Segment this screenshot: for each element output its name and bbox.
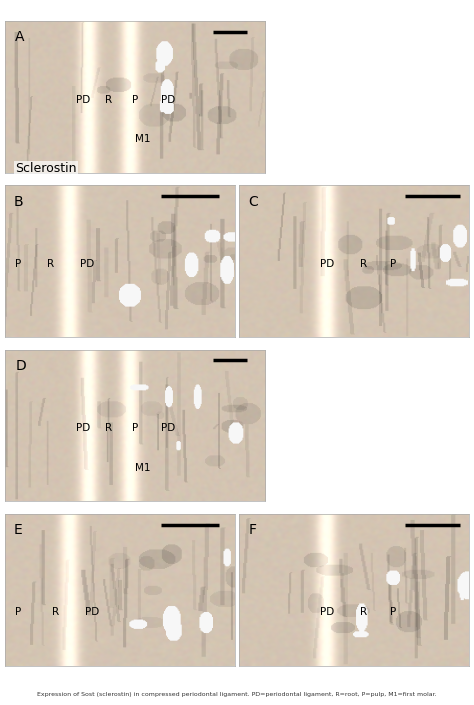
Text: R: R: [52, 608, 59, 618]
Text: R: R: [360, 259, 367, 269]
Text: PD: PD: [76, 424, 90, 434]
Text: A: A: [15, 30, 25, 44]
Text: P: P: [132, 424, 138, 434]
Text: R: R: [47, 259, 55, 269]
Text: D: D: [15, 359, 26, 373]
Text: M1: M1: [135, 463, 150, 473]
Text: PD: PD: [76, 95, 90, 105]
Text: P: P: [16, 259, 22, 269]
Text: F: F: [248, 523, 256, 537]
Text: C: C: [248, 195, 258, 209]
Text: R: R: [105, 424, 112, 434]
Text: PD: PD: [319, 259, 334, 269]
Text: PD: PD: [85, 608, 99, 618]
Text: Sclerostin: Sclerostin: [15, 162, 77, 175]
Text: PD: PD: [162, 95, 176, 105]
Text: M1: M1: [135, 135, 150, 145]
Text: R: R: [105, 95, 112, 105]
Text: E: E: [14, 523, 23, 537]
Text: PD: PD: [81, 259, 95, 269]
Text: PD: PD: [162, 424, 176, 434]
Text: P: P: [132, 95, 138, 105]
Text: P: P: [16, 608, 22, 618]
Text: R: R: [360, 608, 367, 618]
Text: B: B: [14, 195, 24, 209]
Text: P: P: [390, 608, 397, 618]
Text: PD: PD: [319, 608, 334, 618]
Text: P: P: [390, 259, 397, 269]
Text: Expression of Sost (sclerostin) in compressed periodontal ligament. PD=periodont: Expression of Sost (sclerostin) in compr…: [37, 692, 437, 697]
